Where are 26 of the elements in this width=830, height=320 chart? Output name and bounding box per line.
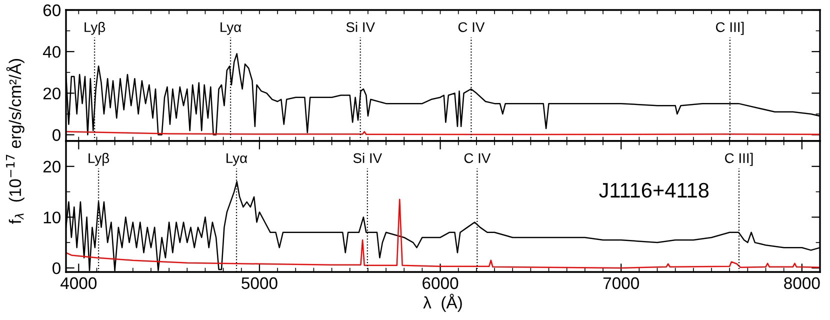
- y-tick-label: 0: [52, 262, 60, 274]
- ref-line-label: Lyα: [220, 22, 242, 35]
- ref-line-label: C III]: [716, 22, 744, 35]
- x-tick-label: 7000: [603, 277, 639, 290]
- y-tick-label: 20: [43, 160, 60, 173]
- annotation: J1116+4118: [599, 182, 709, 198]
- ref-line-label: Si IV: [346, 22, 375, 32]
- x-tick-label: 8000: [784, 277, 820, 290]
- x-axis-title: λ (Å): [423, 294, 462, 312]
- y-tick-label: 60: [43, 4, 60, 16]
- line-series: [66, 198, 820, 269]
- ref-line-label: C IV: [458, 22, 485, 32]
- y-tick-label: 20: [43, 88, 60, 100]
- ref-line-label: Lyα: [226, 153, 248, 166]
- ref-line-label: Si IV: [353, 152, 382, 164]
- y-tick-label: 10: [44, 212, 60, 224]
- x-tick-label: 4000: [60, 277, 97, 290]
- ref-line-label: Lyβ: [84, 22, 106, 35]
- y-axis-title: f$_{λ}$ (10$^{−17}$ erg/s/cm²/Å): [6, 59, 24, 224]
- y-tick-label: 0: [52, 129, 60, 141]
- x-tick-label: 5000: [242, 277, 278, 290]
- ref-line-label: C III]: [725, 152, 753, 166]
- ref-line-label: C IV: [464, 153, 491, 164]
- x-tick-label: 6000: [422, 277, 458, 290]
- y-tick-label: 40: [42, 46, 60, 58]
- ref-line-label: Lyβ: [88, 152, 110, 166]
